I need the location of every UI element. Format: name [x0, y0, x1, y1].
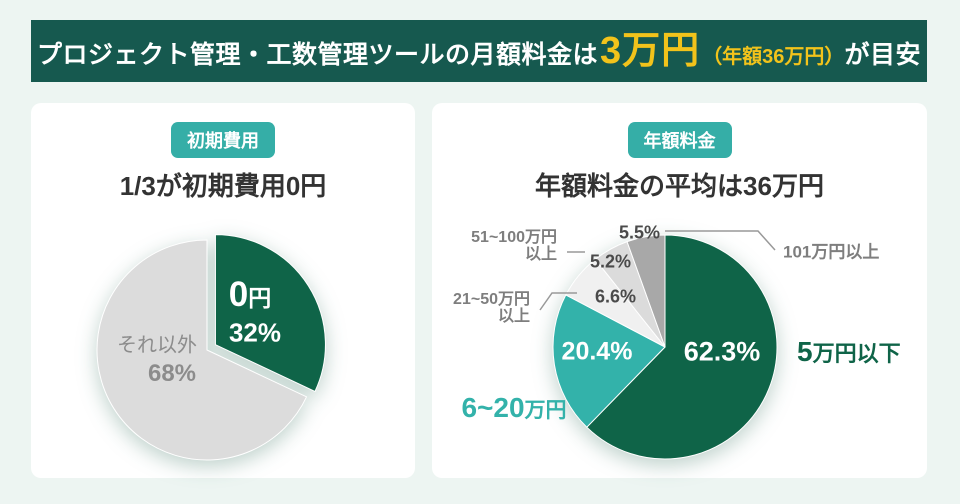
- pie-slice: [626, 234, 666, 348]
- slice-percent-5-2: 5.2%: [590, 251, 632, 272]
- slice-label-101-over: 101万円以上: [783, 242, 880, 262]
- slice-percent-20: 20.4%: [561, 337, 633, 366]
- banner-highlight-note: （年額36万円）: [702, 46, 845, 68]
- annual-fee-card: 年額料金 年額料金の平均は36万円 62.3% 20.4% 5万円以下 6~20…: [432, 103, 927, 478]
- other-percent: 68%: [147, 360, 197, 387]
- initial-cost-title: 1/3が初期費用0円: [119, 171, 327, 201]
- zero-yen-label: 0円: [228, 275, 272, 314]
- slice-label-51-100: 51~100万円 以上: [471, 229, 557, 263]
- initial-cost-pie-chart: [96, 234, 326, 461]
- annual-fee-badge: 年額料金: [627, 122, 732, 158]
- pie-slice: [214, 234, 326, 393]
- pie-slice: [586, 234, 778, 460]
- slice-label-21-50: 21~50万円 以上: [453, 291, 530, 325]
- slice-percent-6-6: 6.6%: [595, 286, 637, 307]
- pie-slice: [96, 239, 308, 461]
- zero-yen-percent: 32%: [228, 317, 282, 348]
- initial-cost-card: 初期費用 1/3が初期費用0円 0円 32% それ以外 68%: [31, 103, 415, 478]
- slice-label-6-20: 6~20万円: [461, 392, 567, 423]
- slice-percent-5-5: 5.5%: [618, 222, 660, 243]
- annual-fee-pie-chart: [552, 234, 778, 460]
- slice-label-under-5: 5万円以下: [797, 336, 901, 367]
- initial-cost-badge: 初期費用: [171, 122, 275, 158]
- other-label: それ以外: [117, 334, 197, 357]
- banner-highlight: 3万円: [600, 30, 701, 72]
- header-banner: プロジェクト管理・工数管理ツールの月額料金は3万円 （年額36万円）が目安: [31, 20, 927, 82]
- banner-text-after: が目安: [844, 41, 921, 69]
- annual-fee-title: 年額料金の平均は36万円: [535, 171, 824, 201]
- banner-text-before: プロジェクト管理・工数管理ツールの月額料金は: [37, 41, 599, 69]
- slice-percent-62: 62.3%: [683, 336, 761, 367]
